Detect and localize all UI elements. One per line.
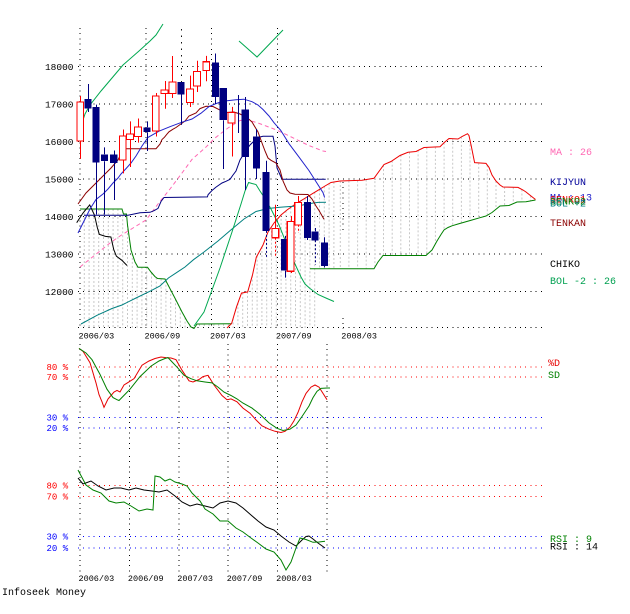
svg-text:TENKAN: TENKAN xyxy=(550,219,586,230)
svg-text:13000: 13000 xyxy=(45,250,74,261)
svg-text:RSI : 9: RSI : 9 xyxy=(550,535,592,546)
svg-text:MA : 13: MA : 13 xyxy=(550,194,592,205)
svg-text:SENKO1: SENKO1 xyxy=(550,196,586,207)
svg-text:BOL -2 : 26: BOL -2 : 26 xyxy=(550,277,616,288)
svg-text:2006/03: 2006/03 xyxy=(79,574,115,584)
svg-text:2006/03: 2006/03 xyxy=(79,332,115,342)
svg-text:2007/03: 2007/03 xyxy=(177,574,213,584)
svg-text:CHIKO: CHIKO xyxy=(550,260,580,271)
svg-text:Infoseek Money: Infoseek Money xyxy=(2,587,86,599)
svg-text:14000: 14000 xyxy=(45,212,74,223)
svg-text:17000: 17000 xyxy=(45,100,74,111)
svg-text:18000: 18000 xyxy=(45,62,74,73)
svg-text:70 %: 70 % xyxy=(47,493,69,503)
svg-text:KIJYUN: KIJYUN xyxy=(550,178,586,189)
svg-text:30 %: 30 % xyxy=(47,533,69,543)
svg-text:2007/09: 2007/09 xyxy=(276,332,312,342)
svg-text:80 %: 80 % xyxy=(47,363,69,373)
svg-text:16000: 16000 xyxy=(45,137,74,148)
svg-text:80 %: 80 % xyxy=(47,482,69,492)
svg-text:BOL +2: BOL +2 xyxy=(550,200,586,211)
svg-text:20 %: 20 % xyxy=(47,544,69,554)
svg-text:MA : 26: MA : 26 xyxy=(550,148,592,159)
svg-text:12000: 12000 xyxy=(45,287,74,298)
svg-text:%D: %D xyxy=(548,359,560,370)
svg-text:SENKO2: SENKO2 xyxy=(550,198,586,209)
svg-text:RSI : 14: RSI : 14 xyxy=(550,543,598,554)
svg-text:SD: SD xyxy=(548,371,560,382)
svg-text:2008/03: 2008/03 xyxy=(341,332,377,342)
svg-text:2006/09: 2006/09 xyxy=(128,574,164,584)
svg-text:2007/09: 2007/09 xyxy=(227,574,263,584)
svg-text:2007/03: 2007/03 xyxy=(210,332,246,342)
svg-text:2008/03: 2008/03 xyxy=(276,574,312,584)
svg-text:15000: 15000 xyxy=(45,175,74,186)
svg-text:30 %: 30 % xyxy=(47,414,69,424)
svg-text:70 %: 70 % xyxy=(47,373,69,383)
svg-text:20 %: 20 % xyxy=(47,424,69,434)
svg-text:2006/09: 2006/09 xyxy=(145,332,181,342)
